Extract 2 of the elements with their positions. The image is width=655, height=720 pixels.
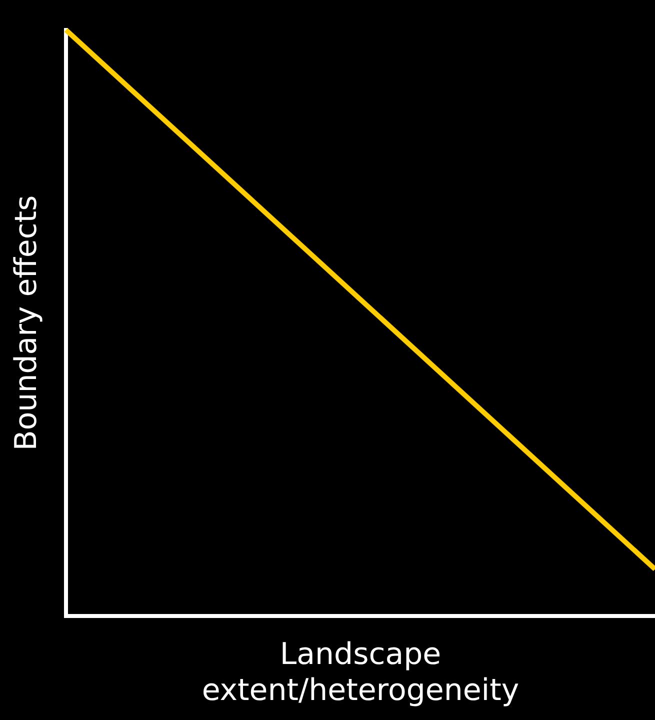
y-axis-title: Boundary effects bbox=[8, 195, 44, 451]
x-axis-title: Landscape extent/heterogeneity bbox=[202, 636, 520, 708]
